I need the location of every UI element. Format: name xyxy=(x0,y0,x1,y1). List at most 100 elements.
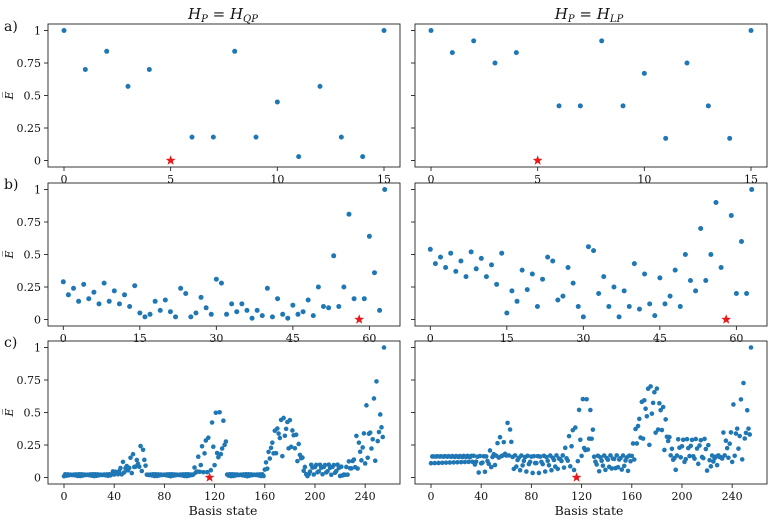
data-point xyxy=(218,280,224,286)
data-point xyxy=(599,38,605,44)
data-point xyxy=(673,467,679,473)
x-tick-label: 15 xyxy=(377,173,391,186)
x-tick-label: 240 xyxy=(722,490,743,503)
data-point xyxy=(494,281,500,287)
data-point xyxy=(626,304,632,309)
data-point xyxy=(513,50,519,56)
data-point xyxy=(724,445,730,451)
data-point xyxy=(76,298,82,304)
data-point xyxy=(738,397,744,402)
data-point xyxy=(132,283,138,289)
y-tick-label: 0.75 xyxy=(17,374,42,387)
data-point xyxy=(71,285,77,291)
data-point xyxy=(642,397,647,403)
data-point xyxy=(695,461,701,467)
ground-state-star-marker xyxy=(354,314,365,324)
data-point xyxy=(705,103,711,109)
data-point xyxy=(259,313,265,319)
data-point xyxy=(290,428,295,433)
data-point xyxy=(615,464,621,470)
x-tick-label: 15 xyxy=(500,332,514,345)
data-point xyxy=(483,454,489,459)
data-point xyxy=(648,384,653,389)
data-point xyxy=(473,459,479,464)
x-tick-label: 0 xyxy=(61,490,68,503)
data-point xyxy=(264,466,270,471)
data-point xyxy=(524,469,529,474)
data-point xyxy=(599,458,604,464)
data-point xyxy=(195,454,201,460)
data-point xyxy=(551,457,557,463)
data-point xyxy=(565,265,571,270)
data-point xyxy=(722,453,727,458)
panel-c-left: 0 40 80 120 160 200 240 0 0.25 0.5 0.75 1 E̅ xyxy=(2,340,401,503)
data-point xyxy=(698,437,704,443)
y-axis-label: E̅ xyxy=(2,408,16,417)
panel-b-left: 0 15 30 45 60 0 0.25 0.5 0.75 1 E̅ xyxy=(2,182,401,345)
data-point xyxy=(82,67,88,72)
x-tick-label: 0 xyxy=(428,173,435,186)
data-point xyxy=(443,265,449,270)
data-point xyxy=(687,453,692,459)
data-point xyxy=(142,314,148,320)
data-point xyxy=(267,456,273,461)
data-point xyxy=(234,309,240,315)
data-point xyxy=(208,467,214,473)
data-point xyxy=(509,288,515,294)
data-point xyxy=(377,412,383,417)
ground-state-star-marker xyxy=(571,472,582,482)
data-point xyxy=(678,455,684,460)
data-point xyxy=(292,445,298,451)
data-point xyxy=(628,458,633,464)
data-point xyxy=(341,284,347,290)
data-point xyxy=(501,439,507,445)
data-point xyxy=(130,451,136,457)
data-point xyxy=(741,380,746,386)
y-tick-label: 0.25 xyxy=(17,122,42,135)
data-point xyxy=(658,407,663,413)
data-point xyxy=(127,304,133,309)
data-point xyxy=(605,457,611,462)
data-point xyxy=(492,462,498,468)
data-point xyxy=(682,252,688,257)
data-point xyxy=(569,444,574,449)
x-tick-label: 80 xyxy=(157,490,171,503)
data-point xyxy=(218,451,224,457)
data-point xyxy=(305,297,311,303)
data-point xyxy=(747,432,753,437)
data-point xyxy=(534,460,539,466)
data-point xyxy=(580,314,586,320)
data-point xyxy=(290,302,296,308)
data-point xyxy=(655,427,661,432)
data-point xyxy=(667,293,673,299)
data-point xyxy=(276,431,281,436)
data-point xyxy=(748,28,754,33)
panel-c-right: 0 40 80 120 160 200 240 xyxy=(411,340,768,503)
data-point xyxy=(202,451,207,456)
data-point xyxy=(249,315,255,321)
ground-state-star-marker xyxy=(721,314,732,324)
data-point xyxy=(723,438,729,444)
data-point xyxy=(377,307,383,313)
data-point xyxy=(375,438,381,444)
data-point xyxy=(594,462,599,467)
y-axis-label: E̅ xyxy=(2,250,16,259)
data-point xyxy=(282,433,288,439)
data-point xyxy=(315,284,321,290)
data-point xyxy=(300,455,305,460)
data-point xyxy=(519,267,525,273)
ground-state-star-marker xyxy=(204,472,215,482)
data-point xyxy=(121,470,127,475)
data-point xyxy=(106,298,112,304)
data-point xyxy=(382,187,388,192)
data-point xyxy=(697,443,702,448)
x-tick-label: 30 xyxy=(576,332,590,345)
data-point xyxy=(727,135,733,141)
x-tick-label: 200 xyxy=(304,490,325,503)
data-point xyxy=(138,443,143,449)
data-point xyxy=(562,445,568,451)
data-point xyxy=(439,460,445,466)
data-point xyxy=(571,467,577,473)
data-point xyxy=(473,266,479,272)
data-point xyxy=(684,60,690,66)
